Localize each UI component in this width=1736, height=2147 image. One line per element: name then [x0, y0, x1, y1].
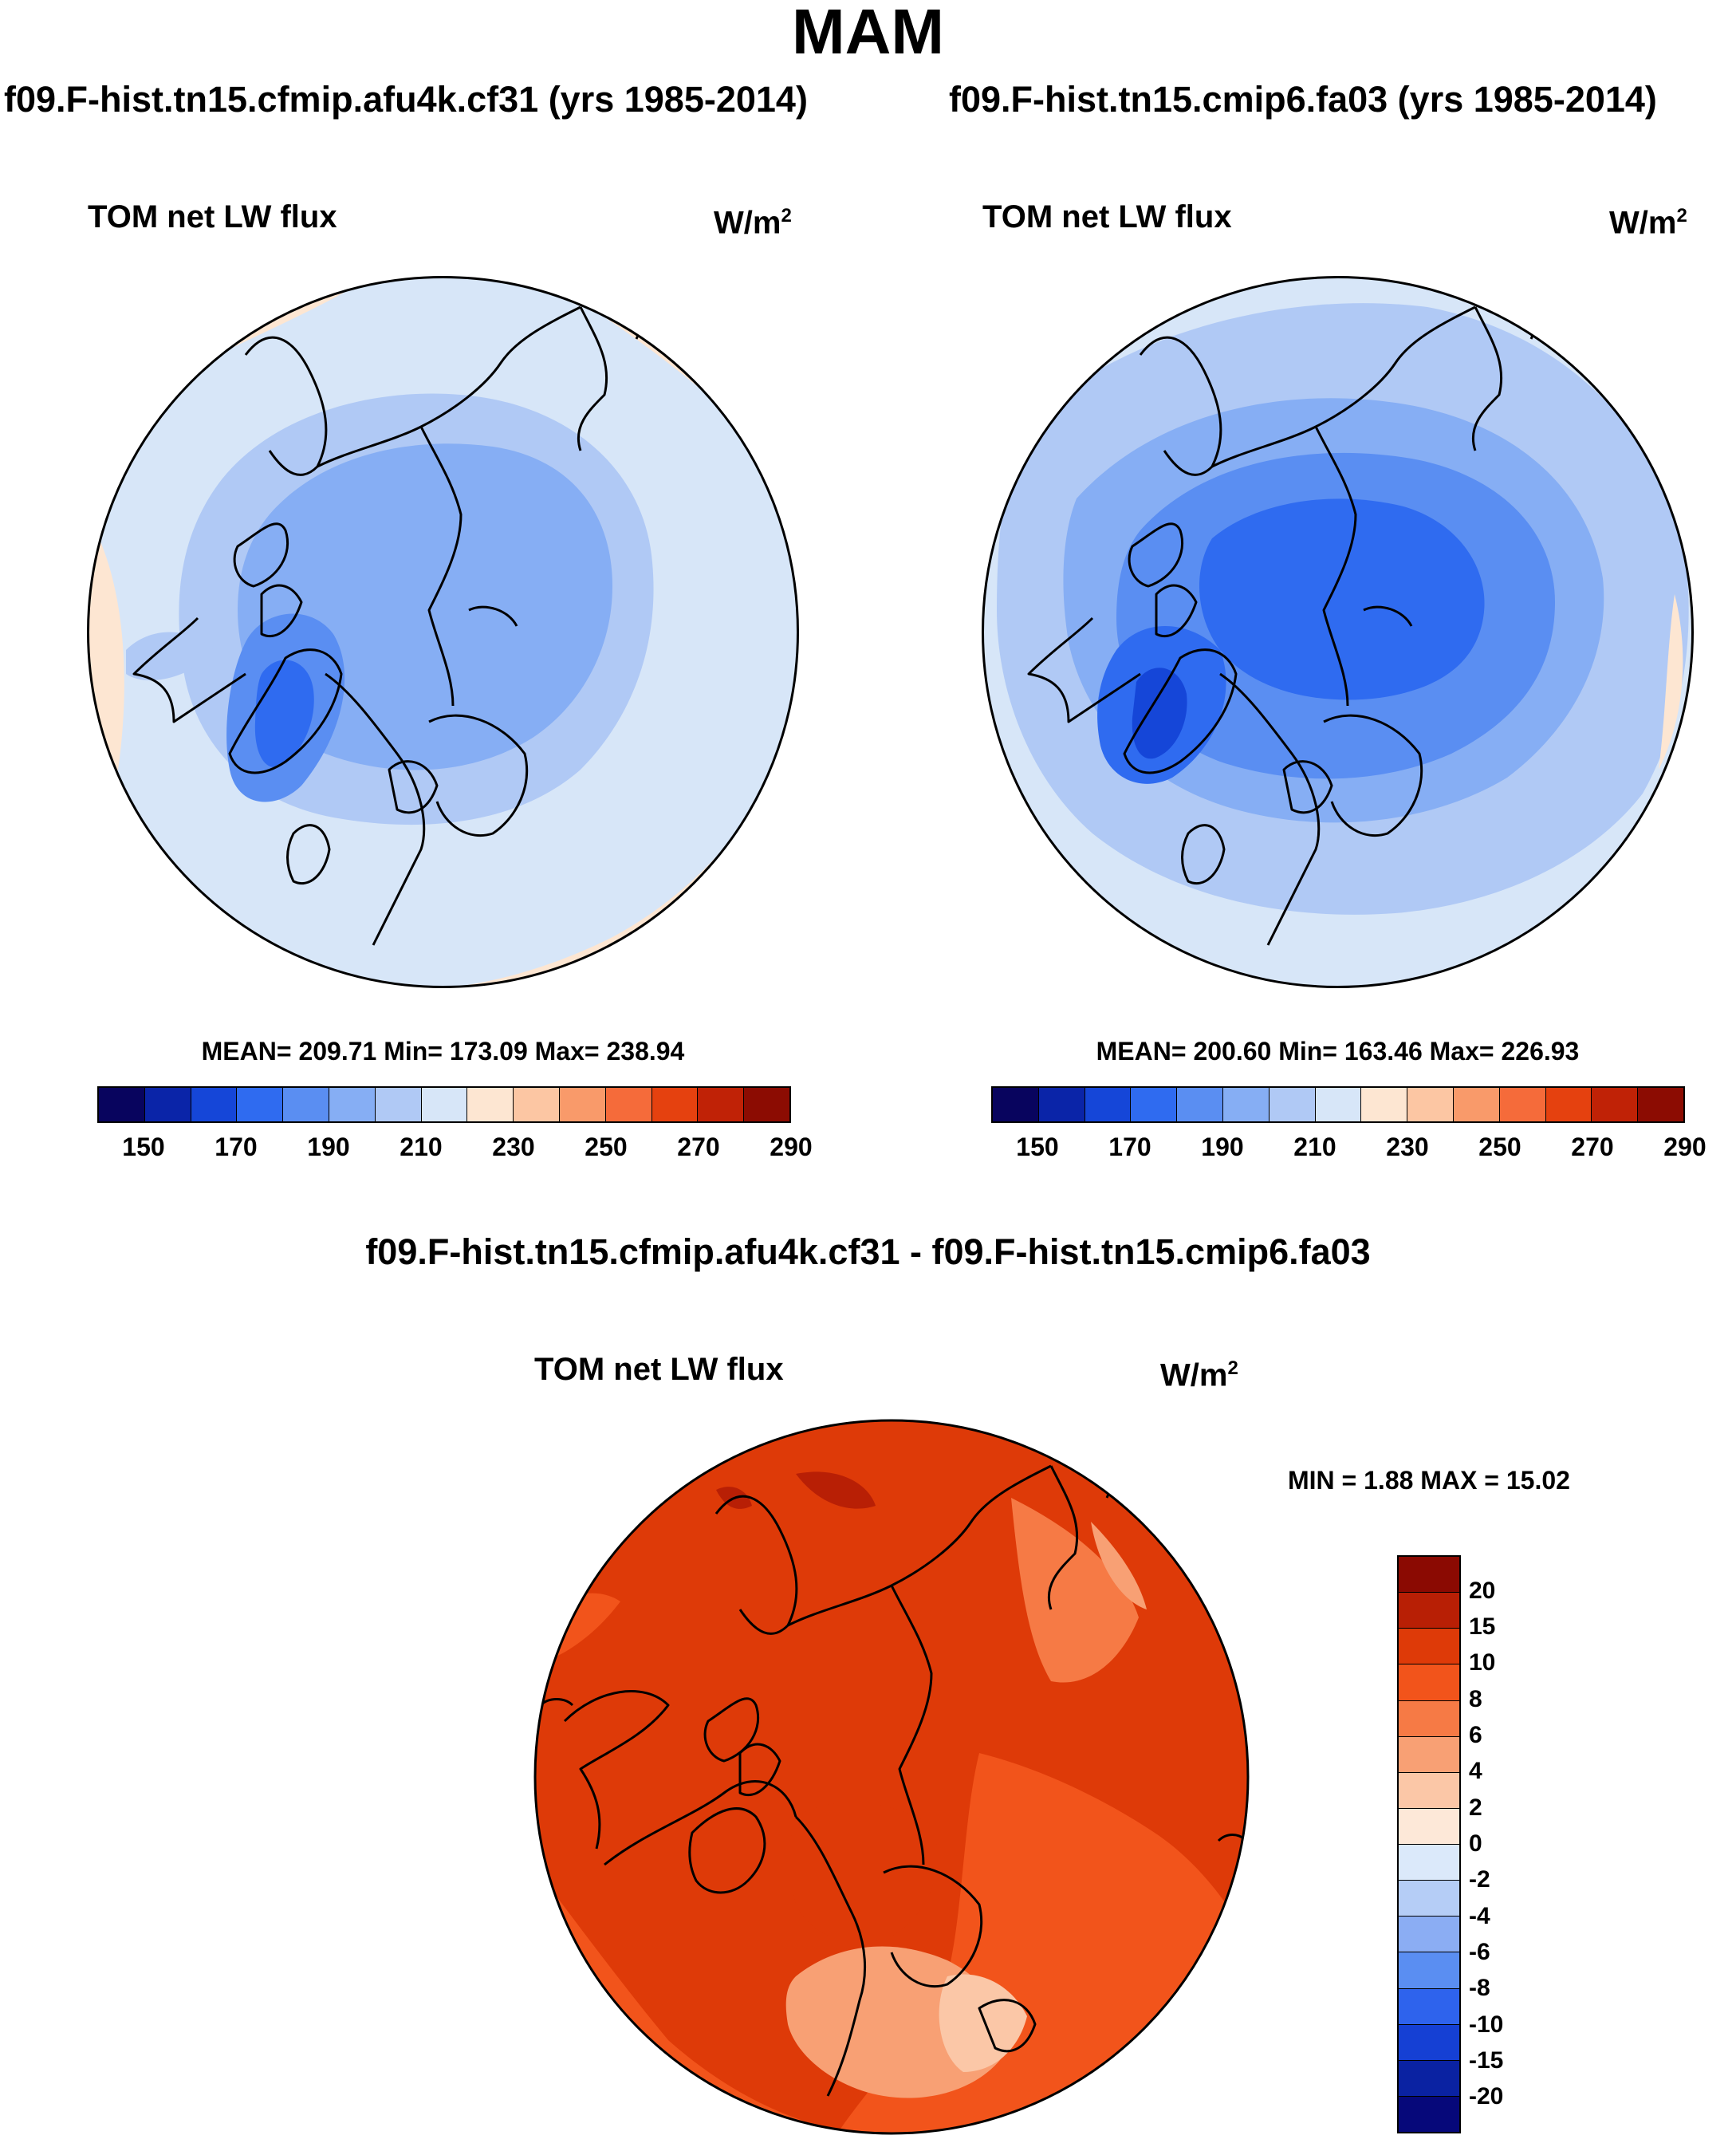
cb2-tick: 210: [1293, 1133, 1336, 1161]
cbd-tick: -10: [1469, 2011, 1504, 2038]
diff-colorbar: [1397, 1555, 1461, 2133]
cb2-swatch-14: [1592, 1088, 1639, 1121]
main-title: MAM: [791, 0, 945, 67]
cbd-tick: -15: [1469, 2047, 1504, 2074]
cb2-swatch-2: [1038, 1088, 1085, 1121]
cbd-swatch-6: [1399, 1736, 1459, 1773]
cbd-tick: -4: [1469, 1903, 1490, 1929]
cb1-swatch-13: [651, 1088, 699, 1121]
cbd-swatch-12: [1399, 1952, 1459, 1989]
panel2-variable-label: TOM net LW flux: [982, 199, 1232, 234]
cbd-swatch-16: [1399, 2096, 1459, 2132]
cb1-tick: 250: [585, 1133, 628, 1161]
cb2-tick: 270: [1571, 1133, 1614, 1161]
cbd-swatch-15: [1399, 2060, 1459, 2097]
panel1-colorbar: [97, 1086, 791, 1123]
cbd-swatch-3: [1399, 1629, 1459, 1665]
cb2-swatch-1: [993, 1088, 1039, 1121]
cb2-tick: 170: [1108, 1133, 1151, 1161]
cb2-swatch-6: [1222, 1088, 1270, 1121]
cb2-swatch-11: [1453, 1088, 1500, 1121]
cb2-swatch-9: [1361, 1088, 1408, 1121]
diff-polar-map: [533, 1419, 1250, 2135]
cb1-tick: 190: [307, 1133, 350, 1161]
cbd-tick: -2: [1469, 1866, 1490, 1893]
cb1-swatch-9: [467, 1088, 514, 1121]
cb1-tick: 170: [215, 1133, 258, 1161]
diff-colorbar-ticks: 20 15 10 8 6 4 2 0 -2 -4 -6 -8 -10 -15 -…: [1469, 1555, 1565, 2133]
cb1-swatch-1: [99, 1088, 145, 1121]
cbd-tick: -8: [1469, 1975, 1490, 2001]
cb1-swatch-5: [283, 1088, 329, 1121]
panel2-colorbar: [991, 1086, 1685, 1123]
cbd-swatch-1: [1399, 1557, 1459, 1594]
cbd-tick: -20: [1469, 2083, 1504, 2110]
panel2-units-label: W/m2: [1609, 205, 1687, 241]
cb2-swatch-13: [1545, 1088, 1592, 1121]
cbd-swatch-7: [1399, 1772, 1459, 1809]
panel2-colorbar-ticks: 150 170 190 210 230 250 270 290: [991, 1133, 1706, 1164]
panel2-case-title: f09.F-hist.tn15.cmip6.fa03 (yrs 1985-201…: [949, 79, 1657, 120]
cb2-tick: 290: [1663, 1133, 1706, 1161]
panel1-units-label: W/m2: [714, 205, 792, 241]
panel2-stats: MEAN= 200.60 Min= 163.46 Max= 226.93: [1096, 1037, 1580, 1066]
cbd-swatch-9: [1399, 1845, 1459, 1881]
cbd-swatch-2: [1399, 1593, 1459, 1629]
cbd-tick: 0: [1469, 1830, 1482, 1857]
cb2-tick: 230: [1386, 1133, 1429, 1161]
cb2-swatch-10: [1407, 1088, 1454, 1121]
cb2-swatch-7: [1269, 1088, 1316, 1121]
cb2-swatch-12: [1499, 1088, 1546, 1121]
cb2-swatch-8: [1315, 1088, 1362, 1121]
diff-variable-label: TOM net LW flux: [534, 1352, 784, 1387]
cb1-swatch-2: [144, 1088, 191, 1121]
cb1-tick: 210: [400, 1133, 443, 1161]
cbd-tick: 6: [1469, 1722, 1482, 1748]
cbd-swatch-10: [1399, 1881, 1459, 1917]
cb2-tick: 150: [1016, 1133, 1059, 1161]
cbd-tick: 8: [1469, 1686, 1482, 1712]
cb2-swatch-15: [1638, 1088, 1683, 1121]
panel1-variable-label: TOM net LW flux: [88, 199, 337, 234]
cb2-swatch-5: [1177, 1088, 1223, 1121]
cb1-swatch-15: [744, 1088, 789, 1121]
cbd-tick: 4: [1469, 1758, 1482, 1784]
cb2-tick: 250: [1478, 1133, 1521, 1161]
panel1-colorbar-ticks: 150 170 190 210 230 250 270 290: [97, 1133, 812, 1164]
cb2-swatch-4: [1131, 1088, 1178, 1121]
cb1-swatch-4: [237, 1088, 284, 1121]
cbd-swatch-13: [1399, 1988, 1459, 2025]
panel1-case-title: f09.F-hist.tn15.cfmip.afu4k.cf31 (yrs 19…: [4, 79, 808, 120]
cb1-swatch-3: [191, 1088, 238, 1121]
cb1-tick: 290: [770, 1133, 813, 1161]
cbd-swatch-8: [1399, 1808, 1459, 1845]
cb1-swatch-12: [605, 1088, 652, 1121]
cbd-swatch-11: [1399, 1917, 1459, 1953]
cb1-swatch-7: [375, 1088, 422, 1121]
diff-units-label: W/m2: [1160, 1357, 1238, 1393]
cbd-tick: 10: [1469, 1649, 1496, 1676]
cbd-tick: 20: [1469, 1578, 1496, 1604]
cb1-tick: 230: [492, 1133, 535, 1161]
cb1-swatch-11: [559, 1088, 606, 1121]
panel2-polar-map: [982, 276, 1694, 988]
cb1-swatch-8: [421, 1088, 468, 1121]
cbd-tick: 2: [1469, 1794, 1482, 1821]
cb1-swatch-14: [698, 1088, 745, 1121]
cbd-swatch-5: [1399, 1700, 1459, 1737]
diff-minmax: MIN = 1.88 MAX = 15.02: [1288, 1466, 1570, 1495]
cb1-swatch-6: [329, 1088, 376, 1121]
cb2-tick: 190: [1201, 1133, 1244, 1161]
cb2-swatch-3: [1085, 1088, 1132, 1121]
panel1-polar-map: [87, 276, 799, 988]
cbd-swatch-14: [1399, 2024, 1459, 2061]
cb1-swatch-10: [514, 1088, 560, 1121]
cbd-tick: -6: [1469, 1939, 1490, 1965]
cb1-tick: 150: [122, 1133, 165, 1161]
cbd-swatch-4: [1399, 1664, 1459, 1701]
diff-title: f09.F-hist.tn15.cfmip.afu4k.cf31 - f09.F…: [365, 1231, 1371, 1272]
cbd-tick: 15: [1469, 1613, 1496, 1640]
cb1-tick: 270: [677, 1133, 720, 1161]
panel1-stats: MEAN= 209.71 Min= 173.09 Max= 238.94: [201, 1037, 685, 1066]
